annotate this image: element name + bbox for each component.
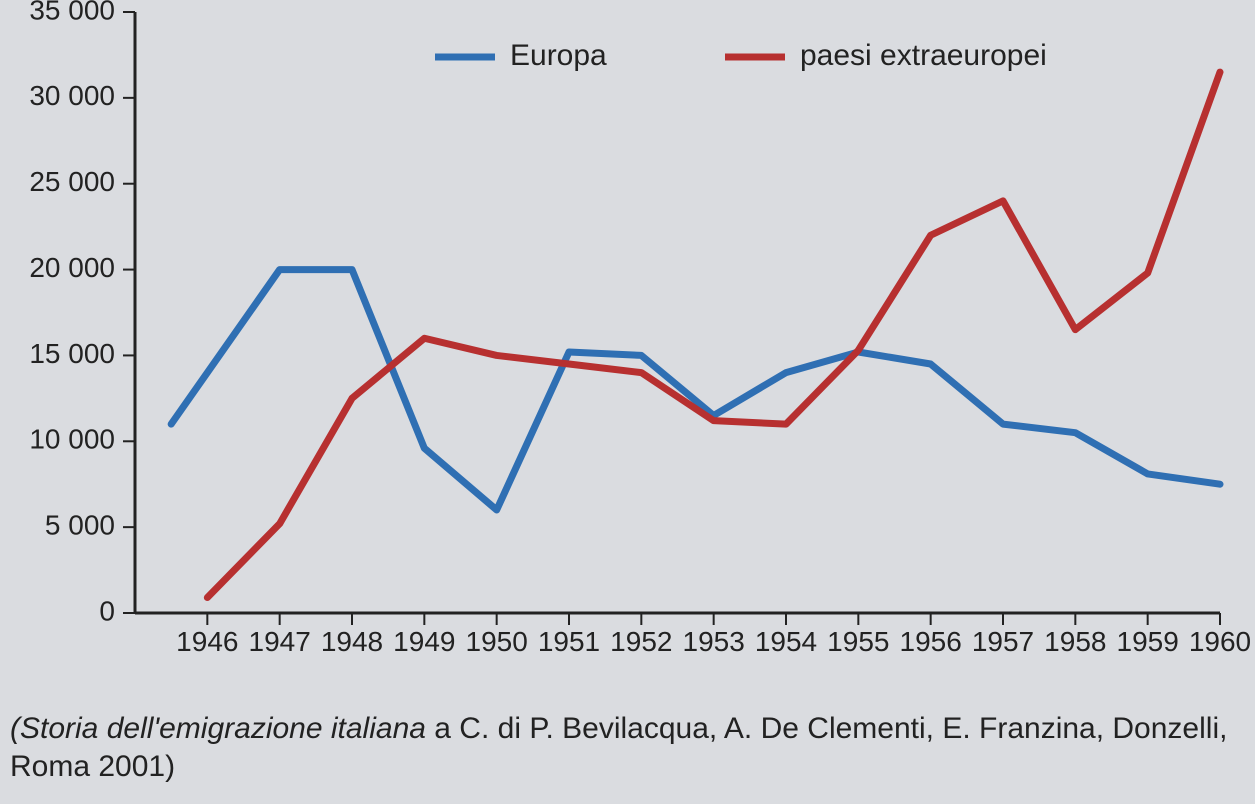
legend-label: paesi extraeuropei <box>800 39 1047 72</box>
x-tick-label: 1951 <box>538 626 600 657</box>
line-chart: 0 5 000 10 000 15 000 20 000 25 000 30 000 35 0… <box>0 0 1255 804</box>
y-tick-label: 35 000 <box>29 0 115 25</box>
chart-caption: (Storia dell'emigrazione italiana a C. d… <box>10 710 1245 785</box>
y-tick-label: 10 000 <box>29 424 115 455</box>
x-tick-label: 1955 <box>827 626 889 657</box>
x-tick-label: 1956 <box>900 626 962 657</box>
y-tick-label: 30 000 <box>29 80 115 111</box>
caption-italic: (Storia dell'emigrazione italiana <box>10 712 426 745</box>
x-tick-label: 1947 <box>249 626 311 657</box>
x-tick-label: 1954 <box>755 626 817 657</box>
y-tick-label: 5 000 <box>45 510 115 541</box>
y-tick-label: 15 000 <box>29 338 115 369</box>
x-tick-label: 1959 <box>1117 626 1179 657</box>
y-tick-label: 20 000 <box>29 252 115 283</box>
x-tick-label: 1952 <box>610 626 672 657</box>
x-tick-label: 1958 <box>1044 626 1106 657</box>
x-tick-label: 1960 <box>1189 626 1251 657</box>
caption-rest: a C. di P. Bevilacqua, A. De Clementi, E… <box>426 712 1228 745</box>
x-tick-label: 1946 <box>176 626 238 657</box>
x-tick-label: 1953 <box>683 626 745 657</box>
legend-label: Europa <box>510 39 607 72</box>
x-tick-label: 1957 <box>972 626 1034 657</box>
chart-container: 0 5 000 10 000 15 000 20 000 25 000 30 000 35 0… <box>0 0 1255 804</box>
caption-line2: Roma 2001) <box>10 750 175 783</box>
y-tick-label: 0 <box>99 595 115 626</box>
y-tick-label: 25 000 <box>29 166 115 197</box>
x-tick-label: 1950 <box>466 626 528 657</box>
x-tick-label: 1948 <box>321 626 383 657</box>
x-tick-label: 1949 <box>393 626 455 657</box>
